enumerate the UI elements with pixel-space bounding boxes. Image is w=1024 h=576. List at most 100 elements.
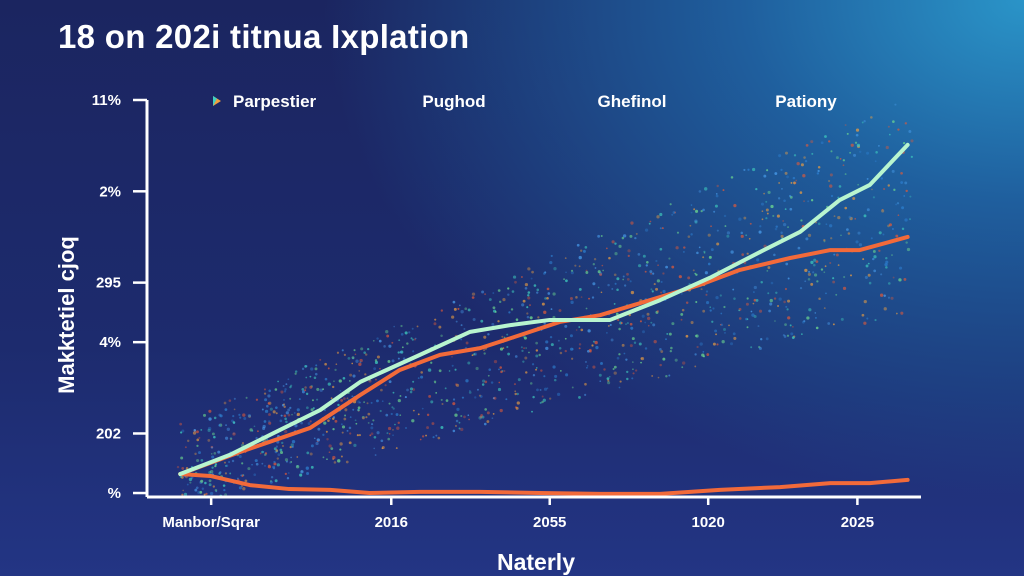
scatter-dot [571, 357, 574, 360]
scatter-dot [738, 217, 742, 221]
scatter-dot [760, 338, 763, 341]
scatter-dot [776, 214, 780, 218]
scatter-dot [866, 208, 870, 212]
scatter-dot [810, 199, 814, 202]
scatter-dot [353, 443, 357, 448]
scatter-dot [850, 143, 854, 147]
scatter-dot [777, 305, 780, 307]
scatter-dot [281, 441, 284, 445]
scatter-dot [328, 451, 331, 454]
scatter-dot [464, 307, 468, 311]
scatter-dot [337, 459, 341, 463]
scatter-dot [497, 320, 500, 323]
scatter-dot [440, 398, 443, 401]
y-tick-label: 202 [96, 425, 121, 442]
scatter-dot [649, 270, 653, 274]
x-tick-label: Manbor/Sqrar [162, 514, 260, 531]
scatter-dot [373, 435, 377, 439]
scatter-dot [541, 302, 545, 306]
scatter-dot [184, 446, 187, 449]
scatter-dot [823, 240, 826, 243]
scatter-dot [875, 151, 878, 154]
scatter-dot [891, 169, 895, 173]
scatter-dot [290, 461, 293, 463]
scatter-dot [716, 229, 719, 232]
scatter-dot [468, 391, 472, 394]
scatter-dot [867, 273, 871, 277]
scatter-dot [396, 426, 400, 430]
scatter-dot [726, 231, 731, 235]
scatter-dot [274, 388, 278, 391]
scatter-dot [487, 333, 490, 336]
scatter-dot [269, 480, 272, 482]
scatter-dot [857, 231, 861, 235]
scatter-dot [376, 399, 379, 403]
scatter-dot [805, 237, 809, 241]
scatter-dot [608, 325, 610, 327]
scatter-dot [440, 426, 444, 430]
legend-item-parpestier: Parpestier [233, 92, 317, 111]
scatter-dot [517, 378, 521, 382]
scatter-dot [770, 204, 774, 209]
scatter-dot [741, 253, 745, 256]
scatter-dot [268, 464, 271, 467]
scatter-dot [687, 235, 691, 238]
scatter-dot [406, 388, 409, 392]
scatter-dot [546, 387, 549, 390]
scatter-dot [900, 171, 903, 175]
scatter-dot [361, 415, 365, 419]
scatter-dot [301, 390, 305, 394]
scatter-dot [585, 271, 589, 274]
scatter-dot [652, 323, 656, 327]
scatter-dot [723, 328, 726, 331]
scatter-dot [305, 406, 309, 410]
scatter-dot [903, 277, 907, 281]
scatter-dot [580, 249, 583, 252]
scatter-dot [752, 167, 756, 172]
scatter-dot [255, 462, 259, 466]
scatter-dot [253, 425, 256, 428]
scatter-dot [758, 346, 762, 350]
scatter-dot [409, 387, 414, 391]
scatter-dot [804, 159, 808, 163]
scatter-dot [358, 433, 361, 437]
scatter-dot [668, 374, 671, 377]
scatter-dot [642, 254, 646, 258]
scatter-dot [910, 139, 914, 143]
scatter-dot [285, 383, 288, 386]
scatter-dot [253, 473, 257, 477]
scatter-dot [527, 291, 531, 294]
scatter-dot [801, 333, 803, 335]
scatter-dot [852, 196, 856, 200]
scatter-dot [601, 264, 604, 267]
scatter-dot [623, 352, 626, 355]
scatter-dot [872, 250, 876, 253]
scatter-dot [412, 380, 415, 383]
scatter-dot [883, 294, 886, 297]
scatter-dot [463, 415, 466, 419]
scatter-dot [543, 310, 547, 314]
scatter-dot [344, 414, 347, 417]
scatter-dot [385, 413, 389, 417]
scatter-dot [571, 269, 574, 272]
scatter-dot [854, 141, 858, 144]
scatter-dot [599, 273, 603, 276]
scatter-dot [264, 452, 268, 455]
scatter-dot [750, 346, 753, 349]
scatter-dot [526, 306, 529, 309]
scatter-dot [397, 357, 400, 360]
scatter-dot [732, 332, 736, 336]
scatter-dot [645, 264, 648, 267]
scatter-dot [391, 341, 394, 344]
scatter-dot [366, 402, 369, 405]
scatter-dot [666, 332, 669, 335]
scatter-dot [354, 353, 357, 356]
scatter-dot [810, 260, 814, 265]
scatter-dot [373, 447, 375, 450]
scatter-dot [217, 450, 221, 454]
scatter-dot [315, 441, 319, 446]
scatter-dot [635, 232, 638, 235]
scatter-dot [426, 413, 430, 417]
scatter-dot [565, 373, 569, 377]
scatter-dot [540, 369, 543, 372]
